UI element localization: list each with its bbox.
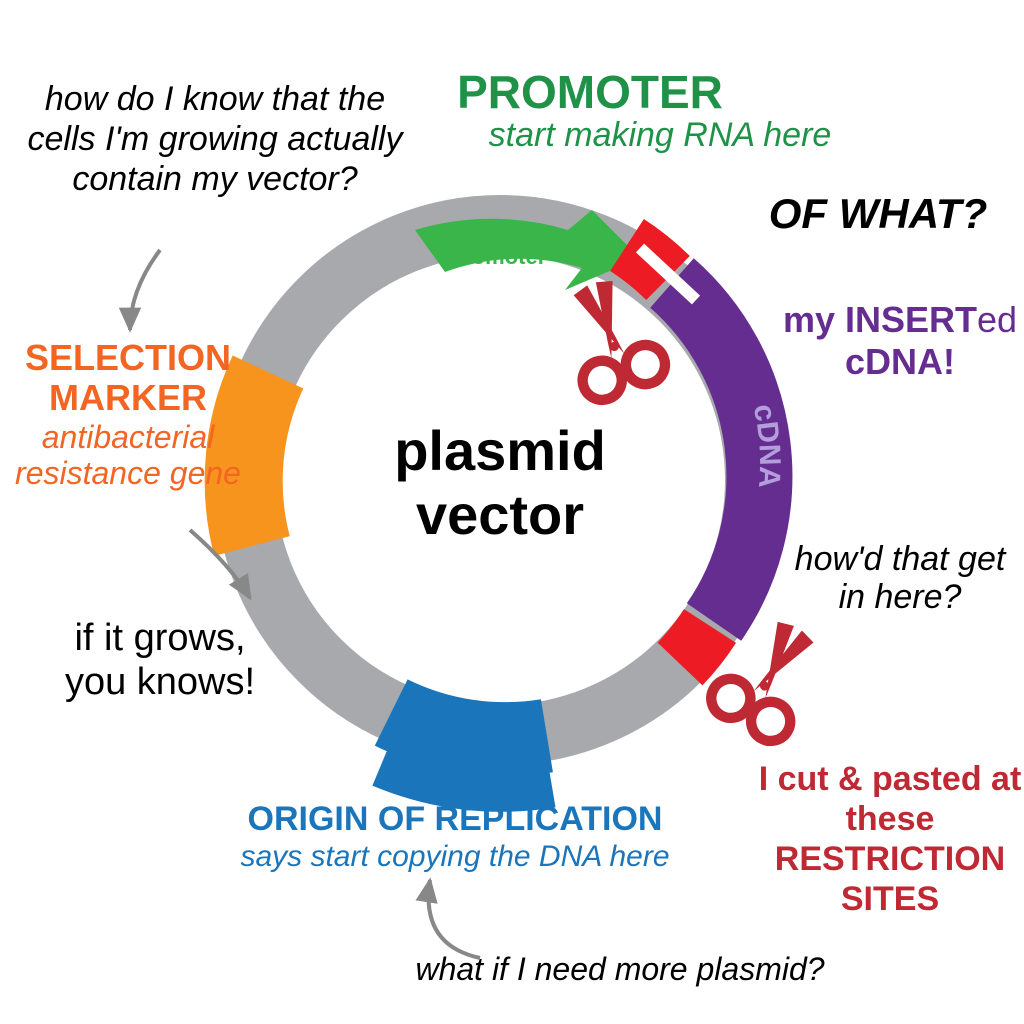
restriction-line3: RESTRICTION bbox=[775, 840, 1005, 878]
plasmid-diagram: ORI promoter cDNA bbox=[0, 0, 1024, 1024]
selection-title2: MARKER bbox=[49, 377, 207, 418]
arrow-howknow-to-selection bbox=[130, 250, 160, 330]
promoter-segment-label: promoter bbox=[450, 244, 547, 269]
cdna-segment: cDNA bbox=[672, 283, 786, 622]
ori-title: ORIGIN OF REPLICATION bbox=[248, 800, 663, 838]
restriction-line2: these bbox=[846, 800, 935, 838]
insert-text-line2: cDNA! bbox=[845, 341, 955, 382]
arrow-moreplasmid-to-ori bbox=[429, 880, 480, 958]
selection-sub1: antibacterial bbox=[42, 419, 215, 455]
center-title-line1: plasmid bbox=[394, 419, 606, 482]
promoter-subtitle: start making RNA here bbox=[489, 116, 832, 154]
selection-marker-segment bbox=[244, 372, 268, 546]
insert-text-line1: my INSERTed bbox=[783, 299, 1017, 340]
restriction-line1: I cut & pasted at bbox=[759, 760, 1022, 798]
ori-subtitle: says start copying the DNA here bbox=[240, 840, 669, 873]
center-title-line2: vector bbox=[416, 483, 584, 546]
grows-line2: you knows! bbox=[65, 661, 255, 703]
of-what-text: OF WHAT? bbox=[769, 190, 988, 237]
selection-title1: SELECTION bbox=[25, 337, 231, 378]
howknow-line3: contain my vector? bbox=[72, 160, 357, 198]
ori-segment-label: ORI bbox=[0, 0, 57, 7]
restriction-line4: SITES bbox=[841, 880, 939, 918]
selection-sub2: resistance gene bbox=[15, 455, 241, 491]
restriction-site-bottom bbox=[680, 626, 710, 664]
howknow-line2: cells I'm growing actually bbox=[28, 120, 405, 158]
howd-line2: in here? bbox=[839, 578, 962, 616]
howd-line1: how'd that get bbox=[795, 540, 1007, 578]
howknow-line1: how do I know that the bbox=[45, 80, 385, 118]
promoter-title: PROMOTER bbox=[457, 66, 723, 118]
grows-line1: if it grows, bbox=[74, 617, 245, 659]
